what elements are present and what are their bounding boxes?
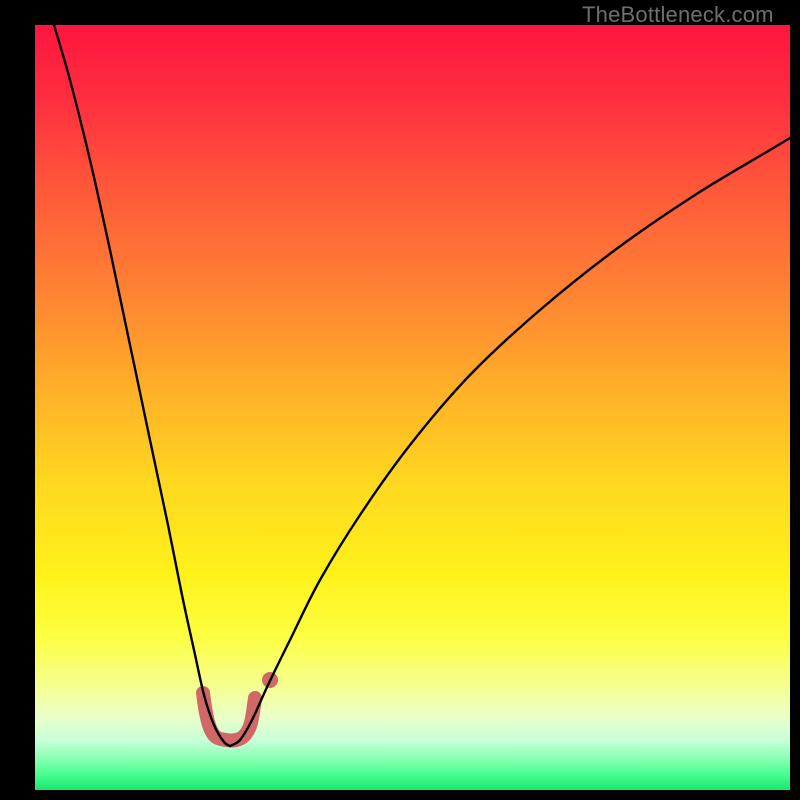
bottleneck-curve-right [230,138,790,746]
watermark-text: TheBottleneck.com [582,2,774,28]
bottleneck-curve-left [54,25,230,746]
bottleneck-curve-layer [0,0,800,800]
